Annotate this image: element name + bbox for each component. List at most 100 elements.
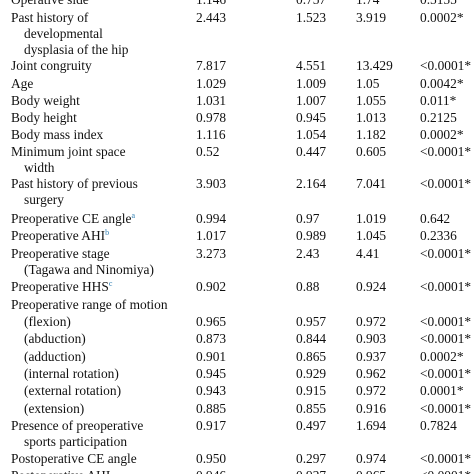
ci-upper-cell: 0.937 (356, 349, 387, 364)
odds-ratio-cell: 0.902 (196, 279, 227, 294)
ci-lower-cell: 0.447 (296, 144, 327, 159)
p-value-cell: <0.0001* (420, 401, 472, 416)
odds-ratio-cell: 1.029 (196, 76, 227, 91)
row-label: Preoperative CE anglea (11, 211, 193, 227)
row-label: Preoperative AHIb (11, 228, 193, 244)
label-line: Preoperative range of motion (11, 297, 168, 312)
odds-ratio-cell: 0.885 (196, 401, 227, 416)
odds-ratio-cell: 0.945 (196, 366, 227, 381)
sub-label: (adduction) (24, 349, 86, 364)
p-value-cell: 0.2125 (420, 110, 457, 125)
odds-ratio-cell: 3.903 (196, 176, 227, 191)
label-line: dysplasia of the hip (24, 42, 129, 57)
ci-upper-cell: 1.045 (356, 228, 387, 243)
ci-upper-cell: 1.694 (356, 418, 387, 433)
label-line: Past history of previous (11, 176, 138, 191)
row-label: (abduction) (11, 331, 193, 347)
odds-ratio-cell: 7.817 (196, 58, 227, 73)
p-value-cell: <0.0001* (420, 176, 472, 191)
ci-upper-cell: 13.429 (356, 58, 393, 73)
odds-ratio-cell: 0.978 (196, 110, 227, 125)
ci-lower-cell: 0.957 (296, 314, 327, 329)
p-value-cell: <0.0001* (420, 314, 472, 329)
ci-lower-cell: 0.989 (296, 228, 327, 243)
row-label: Past history of previous surgery (11, 176, 193, 208)
label-line: Joint congruity (11, 58, 92, 73)
odds-ratio-cell: 1.146 (196, 0, 226, 8)
ci-upper-cell: 1.182 (356, 127, 387, 142)
p-value-cell: <0.0001* (420, 58, 472, 73)
odds-ratio-cell: 1.031 (196, 93, 227, 108)
odds-ratio-cell: 0.965 (196, 314, 227, 329)
ci-lower-cell: 1.009 (296, 76, 327, 91)
ci-upper-cell: 3.919 (356, 10, 387, 25)
footnote-marker: b (105, 228, 110, 237)
sub-label: (internal rotation) (24, 366, 119, 381)
row-label: Postoperative AHI (11, 468, 193, 474)
ci-upper-cell: 0.903 (356, 331, 387, 346)
p-value-cell: 0.5155 (420, 0, 457, 8)
ci-lower-cell: 1.007 (296, 93, 327, 108)
sub-label: (abduction) (24, 331, 86, 346)
ci-lower-cell: 1.523 (296, 10, 327, 25)
odds-ratio-cell: 0.950 (196, 451, 227, 466)
ci-lower-cell: 0.865 (296, 349, 327, 364)
ci-upper-cell: 0.962 (356, 366, 387, 381)
label-line: sports participation (24, 434, 128, 449)
row-label: Operative side (11, 0, 193, 8)
label-line: Past history of (11, 10, 89, 25)
label-line: Postoperative AHI (11, 468, 110, 474)
ci-lower-cell: 0.88 (296, 279, 320, 294)
p-value-cell: <0.0001* (420, 246, 472, 261)
ci-lower-cell: 0.945 (296, 110, 327, 125)
p-value-cell: <0.0001* (420, 279, 472, 294)
p-value-cell: <0.0001* (420, 468, 471, 474)
ci-upper-cell: 0.972 (356, 314, 387, 329)
ci-lower-cell: 2.43 (296, 246, 320, 261)
odds-ratio-cell: 0.873 (196, 331, 227, 346)
label-line: Preoperative AHI (11, 228, 106, 243)
ci-lower-cell: 1.054 (296, 127, 327, 142)
ci-upper-cell: 7.041 (356, 176, 387, 191)
footnote-marker: c (108, 279, 113, 288)
ci-upper-cell: 0.972 (356, 383, 387, 398)
odds-ratio-cell: 1.017 (196, 228, 227, 243)
label-line: Preoperative CE angle (11, 211, 132, 226)
odds-ratio-cell: 0.917 (196, 418, 227, 433)
row-label: Body mass index (11, 127, 193, 143)
sub-label: (flexion) (24, 314, 71, 329)
ci-upper-cell: 1.013 (356, 110, 387, 125)
p-value-cell: <0.0001* (420, 331, 472, 346)
row-label: (adduction) (11, 349, 193, 365)
row-label: Preoperative HHSc (11, 279, 193, 295)
label-line: width (24, 160, 55, 175)
ci-lower-cell: 0.929 (296, 366, 327, 381)
ci-upper-cell: 1.74 (356, 0, 379, 8)
ci-upper-cell: 0.965 (356, 468, 386, 474)
row-label: (extension) (11, 401, 193, 417)
ci-lower-cell: 0.855 (296, 401, 327, 416)
row-label: Age (11, 76, 193, 92)
label-line: Operative side (11, 0, 89, 7)
label-line: Presence of preoperative (11, 418, 144, 433)
p-value-cell: 0.011* (420, 93, 457, 108)
p-value-cell: <0.0001* (420, 366, 472, 381)
ci-lower-cell: 0.497 (296, 418, 327, 433)
p-value-cell: 0.0002* (420, 10, 464, 25)
ci-lower-cell: 0.844 (296, 331, 327, 346)
ci-upper-cell: 1.019 (356, 211, 387, 226)
ci-upper-cell: 0.916 (356, 401, 387, 416)
row-label: Preoperative stage (Tagawa and Ninomiya) (11, 246, 193, 278)
label-line: Preoperative HHS (11, 279, 109, 294)
ci-lower-cell: 0.97 (296, 211, 320, 226)
label-line: Body height (11, 110, 77, 125)
odds-ratio-cell: 0.943 (196, 383, 227, 398)
ci-upper-cell: 0.605 (356, 144, 387, 159)
ci-lower-cell: 0.757 (296, 0, 326, 8)
row-label: Postoperative CE angle (11, 451, 193, 467)
ci-lower-cell: 0.927 (296, 468, 326, 474)
row-label: Joint congruity (11, 58, 193, 74)
odds-ratio-cell: 0.901 (196, 349, 227, 364)
p-value-cell: 0.2336 (420, 228, 457, 243)
